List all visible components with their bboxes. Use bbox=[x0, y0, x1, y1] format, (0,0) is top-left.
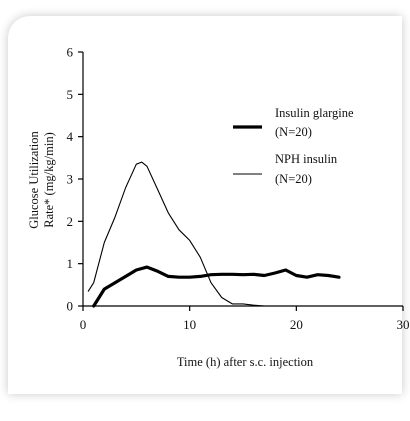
y-axis-title-line2: Rate* (mg/kg/min) bbox=[42, 132, 56, 227]
series-layer bbox=[87, 161, 341, 308]
y-tick-label: 2 bbox=[67, 214, 74, 229]
legend-label-insulin-glargine: Insulin glargine bbox=[275, 106, 354, 120]
y-axis-title: Glucose Utilization Rate* (mg/kg/min) bbox=[27, 130, 56, 228]
figure-frame bbox=[8, 16, 402, 394]
legend: Insulin glargine (N=20) NPH insulin (N=2… bbox=[233, 106, 354, 186]
x-tick-label: 10 bbox=[183, 317, 196, 332]
y-tick-label: 3 bbox=[67, 172, 74, 187]
x-axis-ticks: 0 10 20 30 bbox=[80, 306, 410, 332]
y-tick-label: 6 bbox=[67, 45, 74, 60]
y-axis-title-line1: Glucose Utilization bbox=[27, 130, 41, 228]
x-tick-label: 0 bbox=[80, 317, 87, 332]
legend-label-nph-insulin-n: (N=20) bbox=[275, 172, 312, 186]
x-tick-label: 20 bbox=[290, 317, 303, 332]
x-axis-title: Time (h) after s.c. injection bbox=[177, 355, 314, 369]
series-line-nph-insulin bbox=[87, 161, 287, 307]
y-tick-label: 5 bbox=[67, 87, 74, 102]
y-tick-label: 4 bbox=[67, 129, 74, 144]
y-tick-label: 0 bbox=[67, 299, 74, 314]
y-axis-ticks: 0 1 2 3 4 5 6 bbox=[67, 45, 83, 314]
y-tick-label: 1 bbox=[67, 256, 74, 271]
series-line-insulin-glargine bbox=[92, 265, 341, 308]
x-tick-label: 30 bbox=[397, 317, 410, 332]
legend-label-insulin-glargine-n: (N=20) bbox=[275, 125, 312, 139]
legend-label-nph-insulin: NPH insulin bbox=[275, 152, 338, 166]
